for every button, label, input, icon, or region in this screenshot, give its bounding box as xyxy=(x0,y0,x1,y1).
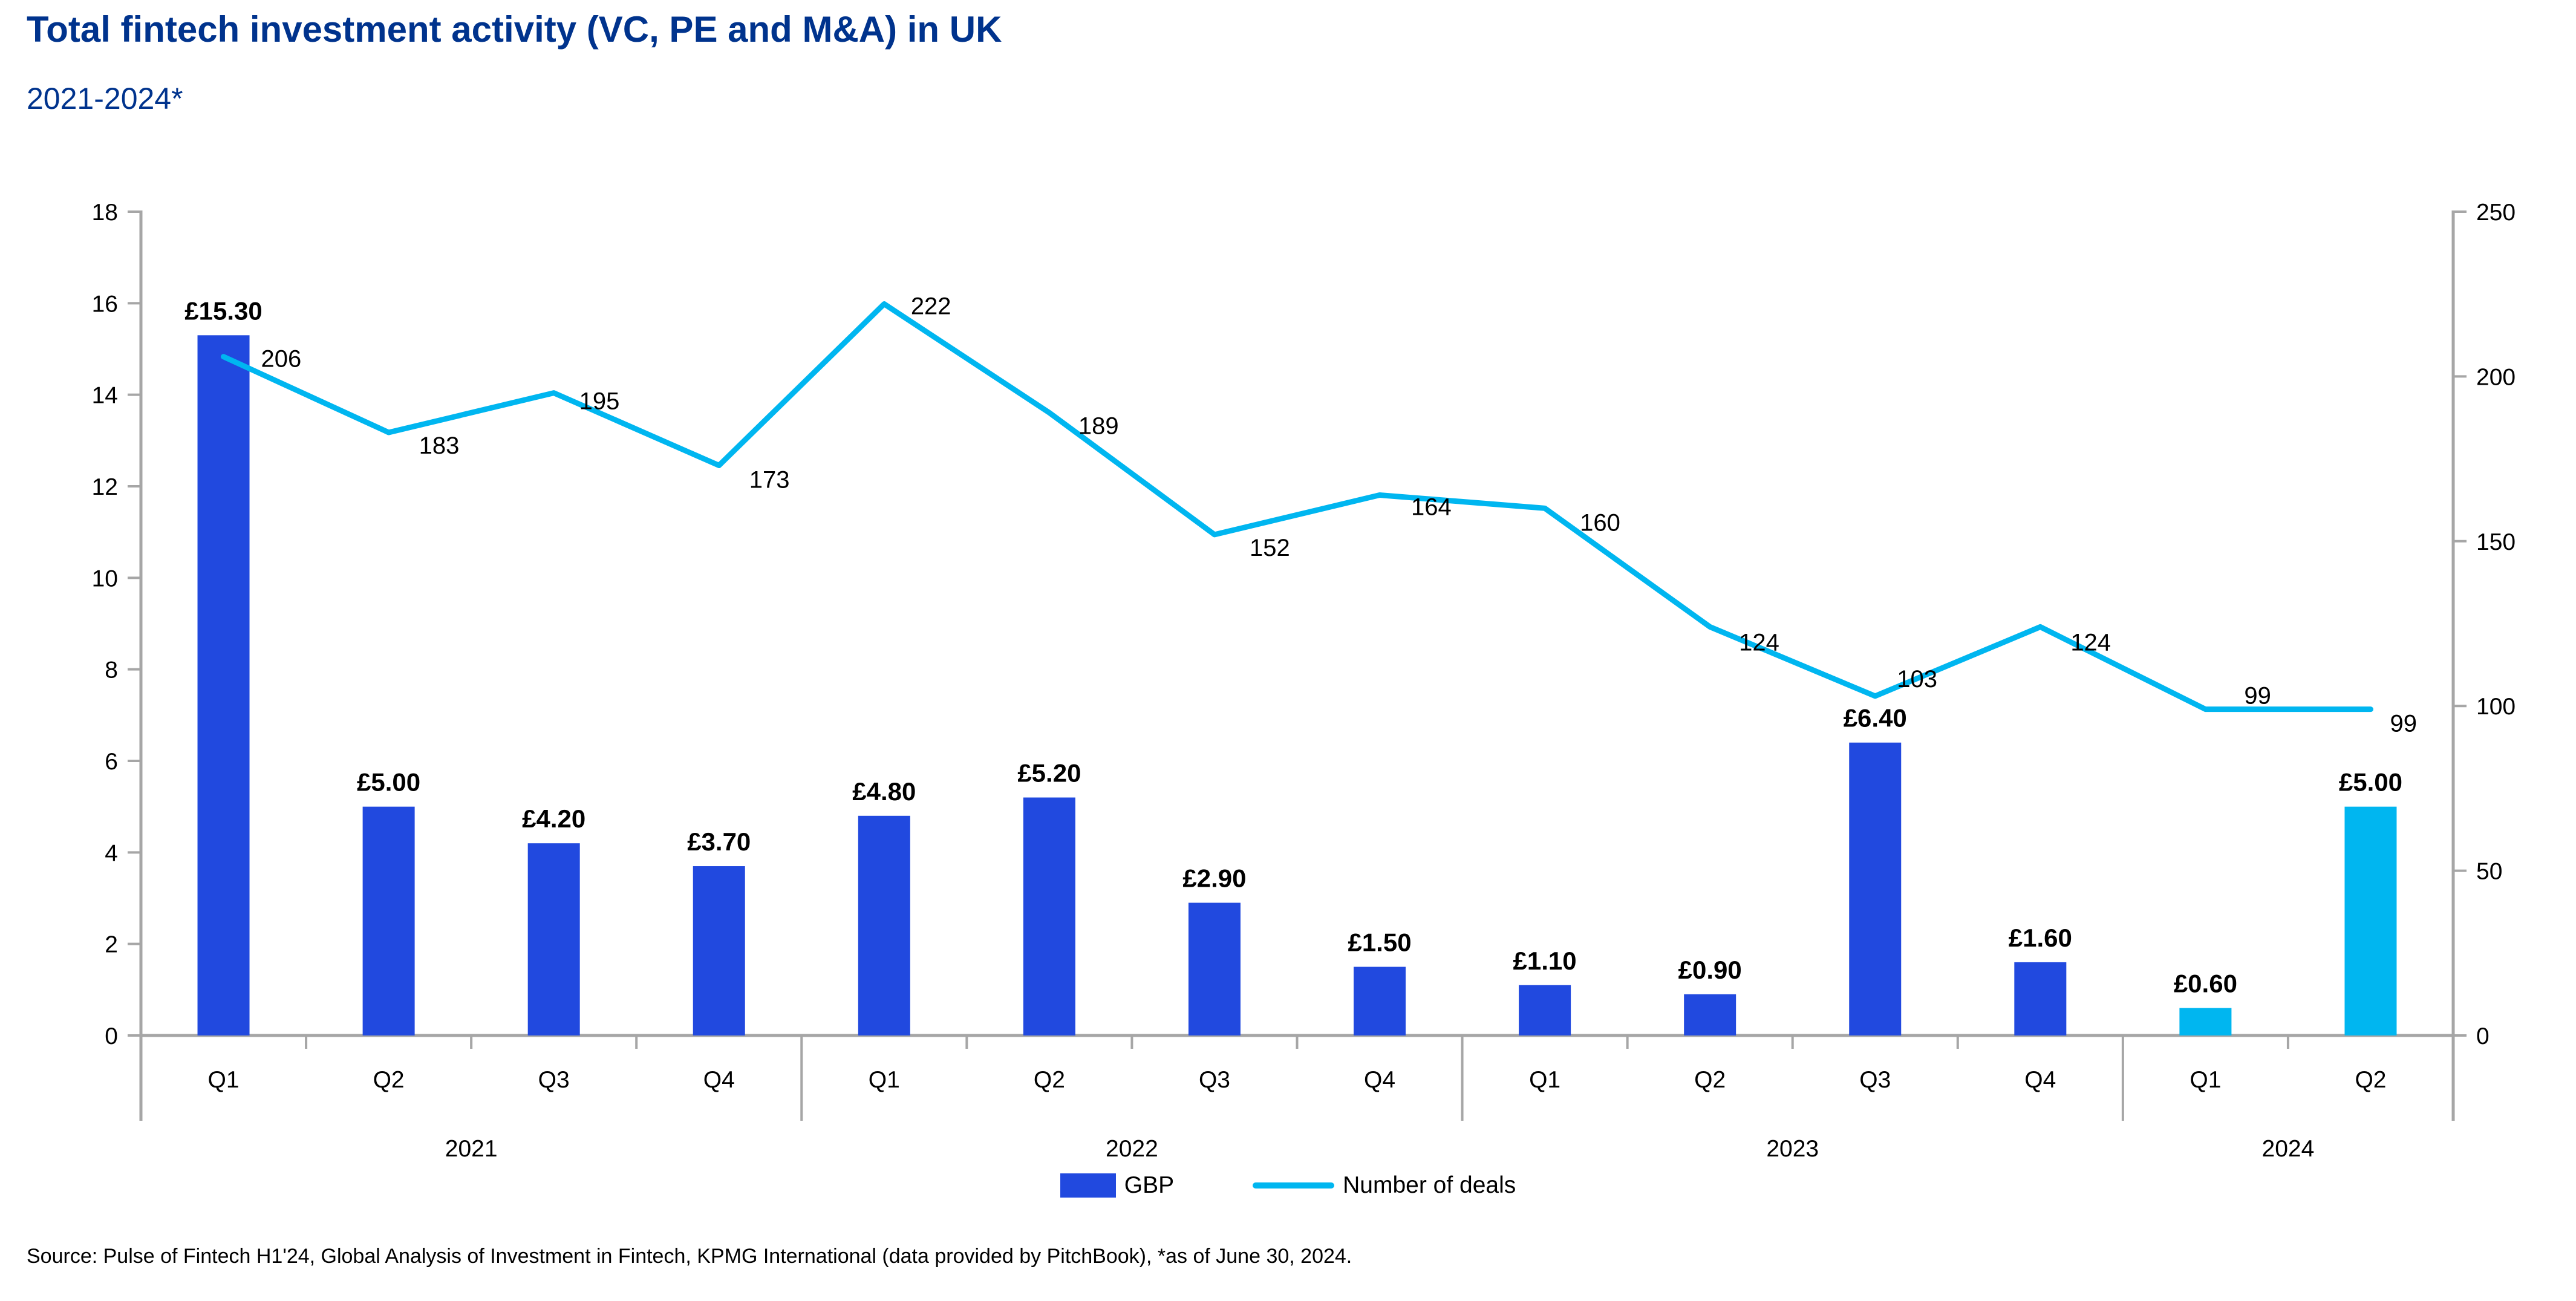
left-axis-tick-label: 2 xyxy=(105,932,118,958)
bar-q4-7 xyxy=(1354,967,1406,1035)
line-value-label: 222 xyxy=(911,293,951,320)
left-axis-tick-label: 4 xyxy=(105,840,118,866)
line-value-label: 103 xyxy=(1897,666,1937,693)
chart-title: Total fintech investment activity (VC, P… xyxy=(27,9,1002,50)
line-value-label: 99 xyxy=(2244,683,2271,709)
bar-value-label: £1.60 xyxy=(2009,924,2072,952)
quarter-label: Q1 xyxy=(1529,1067,1560,1093)
left-axis-tick-label: 8 xyxy=(105,657,118,683)
line-value-label: 189 xyxy=(1078,412,1119,439)
gbp-bar-swatch-icon xyxy=(1060,1173,1116,1198)
quarter-label: Q3 xyxy=(1199,1067,1230,1093)
bar-value-label: £1.50 xyxy=(1348,928,1411,957)
bar-value-label: £15.30 xyxy=(184,296,262,325)
line-value-label: 173 xyxy=(749,466,790,493)
left-axis-tick-label: 10 xyxy=(92,566,118,592)
quarter-label: Q1 xyxy=(2190,1067,2221,1093)
bar-value-label: £4.20 xyxy=(522,804,585,833)
deals-line xyxy=(221,301,2373,712)
quarter-label: Q3 xyxy=(1859,1067,1891,1093)
left-axis-tick-label: 12 xyxy=(92,474,118,500)
bar-q2-9 xyxy=(1684,994,1736,1035)
bar-value-label: £5.20 xyxy=(1017,759,1081,787)
legend-item-gbp: GBP xyxy=(1060,1172,1174,1199)
bar-q1-8 xyxy=(1519,985,1571,1035)
bar-q3-6 xyxy=(1188,902,1241,1035)
line-value-label: 152 xyxy=(1250,535,1290,561)
bar-value-label: £1.10 xyxy=(1513,947,1577,975)
year-label: 2022 xyxy=(1106,1136,1158,1162)
quarter-label: Q2 xyxy=(373,1067,405,1093)
legend-deals-label: Number of deals xyxy=(1343,1172,1516,1198)
line-value-label: 195 xyxy=(579,388,620,415)
source-note: Source: Pulse of Fintech H1'24, Global A… xyxy=(27,1245,1352,1268)
line-value-label: 124 xyxy=(2070,629,2111,656)
bar-value-label: £0.90 xyxy=(1678,956,1742,984)
quarter-label: Q2 xyxy=(1694,1067,1726,1093)
bar-q4-3 xyxy=(693,866,745,1035)
deals-line-swatch-icon xyxy=(1253,1182,1335,1189)
year-label: 2023 xyxy=(1766,1136,1819,1162)
right-axis-tick-label: 200 xyxy=(2476,364,2516,390)
bar-value-label: £0.60 xyxy=(2174,970,2237,998)
line-value-label: 124 xyxy=(1739,629,1779,656)
line-value-label: 206 xyxy=(261,346,302,373)
bar-q3-10 xyxy=(1849,742,1902,1035)
quarter-label: Q4 xyxy=(703,1067,735,1093)
chart-legend: GBP Number of deals xyxy=(0,1172,2576,1199)
left-axis-tick-label: 6 xyxy=(105,749,118,775)
left-axis-tick-label: 14 xyxy=(92,383,118,409)
bar-q3-2 xyxy=(527,843,580,1035)
bar-value-label: £3.70 xyxy=(687,827,751,856)
year-label: 2021 xyxy=(445,1136,498,1162)
quarter-label: Q2 xyxy=(2355,1067,2386,1093)
bar-q1-12 xyxy=(2179,1008,2232,1035)
bar-q2-5 xyxy=(1023,797,1075,1035)
line-value-label: 99 xyxy=(2390,711,2417,737)
bar-q1-0 xyxy=(197,335,250,1035)
bar-q2-1 xyxy=(362,806,415,1035)
left-axis-tick-label: 16 xyxy=(92,291,118,317)
bar-value-label: £6.40 xyxy=(1844,704,1907,732)
quarter-label: Q2 xyxy=(1034,1067,1065,1093)
left-axis-tick-label: 18 xyxy=(92,200,118,226)
chart-subtitle: 2021-2024* xyxy=(27,82,183,116)
bar-q1-4 xyxy=(858,815,910,1035)
legend-gbp-label: GBP xyxy=(1124,1172,1175,1198)
left-axis-tick-label: 0 xyxy=(105,1023,118,1049)
line-value-label: 183 xyxy=(419,432,460,459)
right-axis-tick-label: 150 xyxy=(2476,529,2516,555)
bar-value-label: £4.80 xyxy=(852,777,916,806)
quarter-label: Q4 xyxy=(1364,1067,1395,1093)
bar-q4-11 xyxy=(2014,962,2067,1035)
line-value-label: 164 xyxy=(1411,494,1452,521)
bar-value-label: £2.90 xyxy=(1182,864,1246,893)
bar-q2-13 xyxy=(2344,806,2397,1035)
right-axis-tick-label: 100 xyxy=(2476,694,2516,720)
bar-value-label: £5.00 xyxy=(357,768,420,797)
quarter-label: Q4 xyxy=(2024,1067,2056,1093)
quarter-label: Q1 xyxy=(869,1067,900,1093)
quarter-label: Q3 xyxy=(538,1067,570,1093)
right-axis-tick-label: 0 xyxy=(2476,1023,2490,1049)
right-axis-tick-label: 250 xyxy=(2476,200,2516,226)
bar-value-label: £5.00 xyxy=(2339,768,2402,797)
legend-item-deals: Number of deals xyxy=(1253,1172,1516,1199)
right-axis-tick-label: 50 xyxy=(2476,859,2502,885)
quarter-label: Q1 xyxy=(208,1067,240,1093)
line-value-label: 160 xyxy=(1580,509,1620,536)
year-label: 2024 xyxy=(2262,1136,2315,1162)
